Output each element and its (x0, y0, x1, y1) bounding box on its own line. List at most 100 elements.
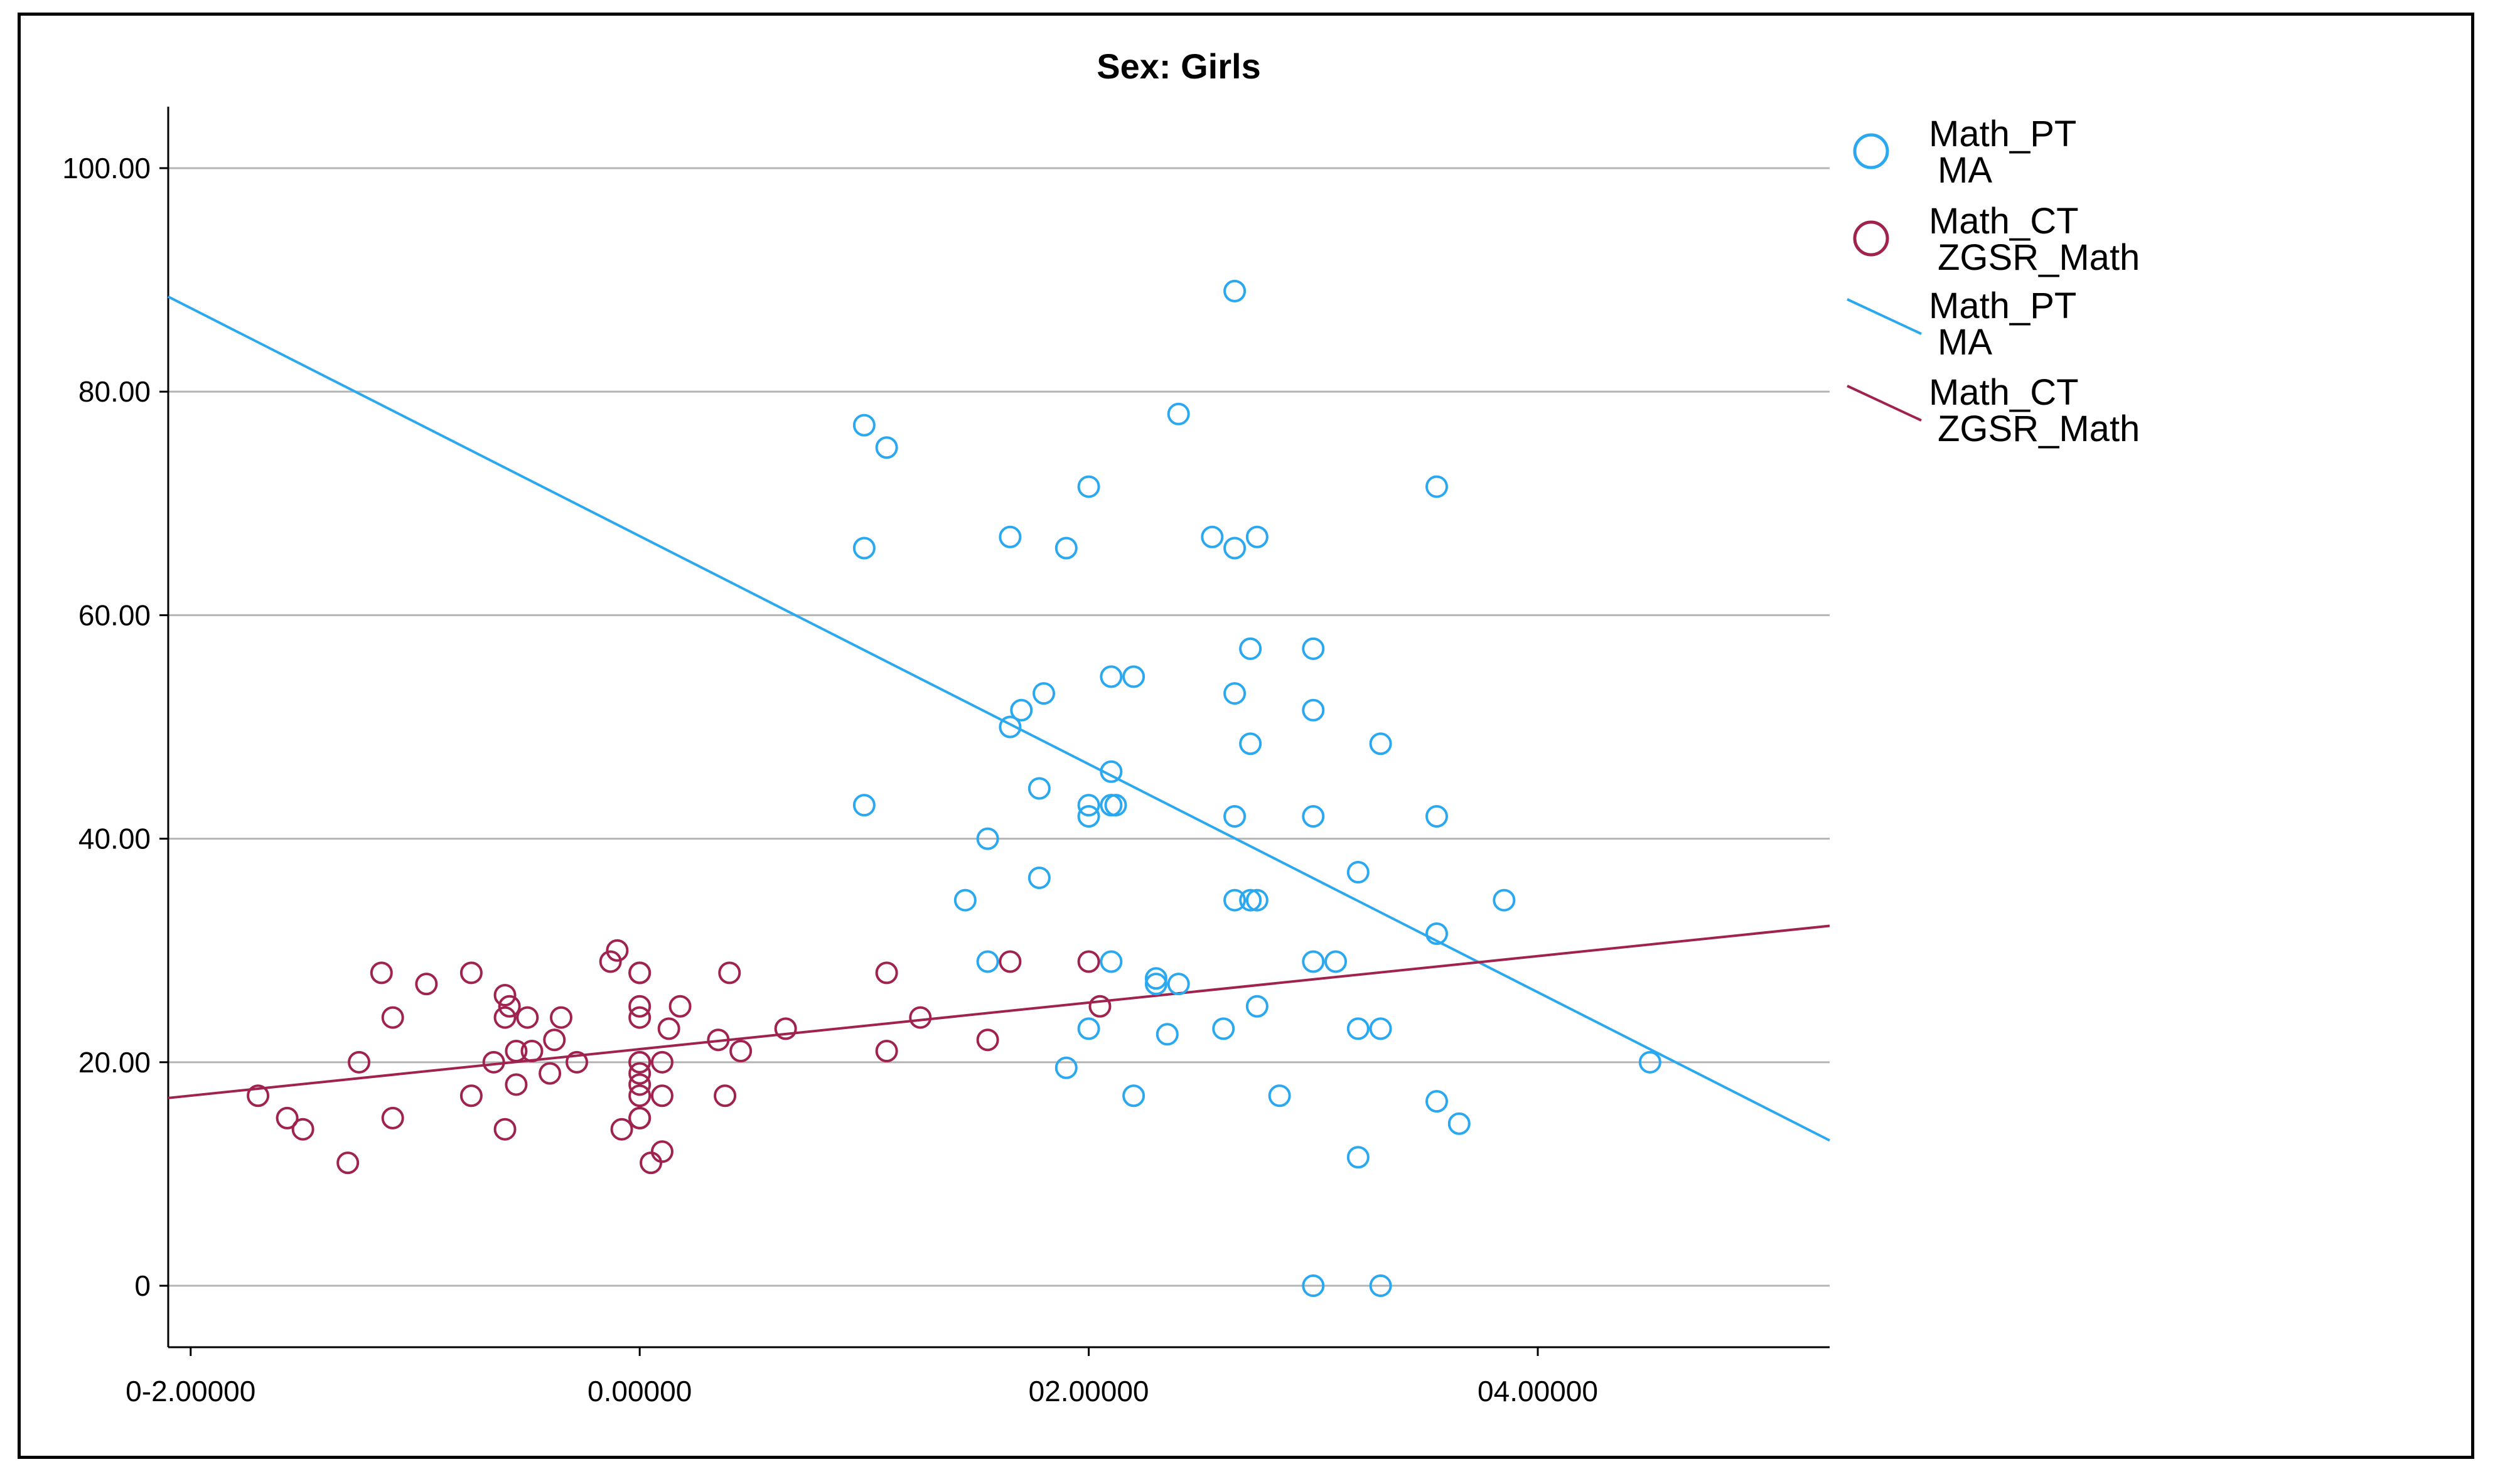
series-0-point-41 (1425, 922, 1449, 945)
legend-marker-0 (1853, 133, 1889, 169)
series-0-point-51 (1156, 1023, 1179, 1046)
series-1-point-44 (707, 1028, 730, 1052)
series-1-point-14 (498, 995, 521, 1018)
series-0-point-60 (1346, 1146, 1370, 1169)
series-1-point-55 (1088, 995, 1112, 1018)
series-0-point-55 (1054, 1056, 1078, 1079)
series-1-point-54 (1077, 950, 1100, 973)
x-tick-label-0: 0-2.00000 (126, 1375, 255, 1407)
series-1-point-35 (628, 1084, 652, 1108)
chart-title: Sex: Girls (1097, 46, 1260, 86)
series-0-point-39 (1346, 861, 1370, 884)
legend-line-3 (1847, 385, 1922, 422)
series-1-point-43 (668, 995, 692, 1018)
series-0-point-58 (1425, 1090, 1449, 1113)
series-1-point-37 (628, 1106, 652, 1129)
series-0-point-17 (999, 715, 1022, 739)
series-0-point-50 (1077, 1017, 1100, 1040)
series-1-point-11 (482, 1050, 505, 1074)
fit-line-1 (168, 924, 1830, 1099)
series-1-point-17 (493, 1118, 517, 1141)
series-1-point-20 (539, 1062, 562, 1085)
series-0-point-53 (1346, 1017, 1370, 1040)
series-0-point-44 (1144, 967, 1167, 990)
series-0-point-63 (1369, 1274, 1392, 1298)
legend-label-2-line-1: Math_PT (1929, 286, 2076, 326)
series-0-point-7 (999, 525, 1022, 548)
series-0-point-23 (1369, 732, 1392, 755)
series-0-point-8 (1054, 536, 1078, 560)
series-1-point-42 (657, 1017, 680, 1040)
series-1-point-49 (875, 961, 898, 985)
series-0-point-20 (1302, 637, 1325, 660)
series-0-point-49 (1245, 995, 1269, 1018)
series-1-point-7 (381, 1106, 404, 1129)
series-1-point-28 (628, 961, 652, 985)
y-tick-label-2: 40.00 (78, 823, 151, 855)
legend-label-0-line-1: Math_PT (1929, 114, 2076, 154)
fit-lines (168, 296, 1830, 1142)
series-0-point-36 (1223, 889, 1247, 912)
y-tick-label-4: 80.00 (78, 375, 151, 408)
legend-label-1-line-1: Math_CT (1929, 201, 2079, 242)
data-points (247, 279, 1661, 1298)
series-0-point-37 (1239, 889, 1262, 912)
y-tick-label-0: 0 (134, 1269, 151, 1302)
series-1-point-34 (628, 1073, 652, 1096)
series-1-point-8 (415, 973, 438, 996)
series-0-point-4 (1077, 475, 1100, 498)
series-0-point-11 (1245, 525, 1269, 548)
series-0-point-14 (1122, 665, 1145, 688)
series-0-point-29 (1077, 804, 1100, 828)
legend: Math_PTMAMath_CTZGSR_MathMath_PTMAMath_C… (1847, 114, 2140, 449)
series-0-point-5 (1167, 402, 1190, 425)
series-0-point-2 (852, 536, 876, 560)
series-1-point-45 (714, 1084, 737, 1108)
y-tick-label-3: 60.00 (78, 599, 151, 631)
series-1-point-13 (493, 1006, 517, 1029)
series-1-point-0 (247, 1084, 270, 1108)
series-1-point-29 (628, 995, 652, 1018)
series-0-point-13 (1100, 665, 1123, 688)
series-1-point-9 (459, 961, 483, 985)
series-1-point-25 (606, 939, 629, 962)
series-1-point-1 (276, 1106, 299, 1129)
series-1-point-39 (650, 1140, 673, 1163)
series-0-point-59 (1447, 1112, 1471, 1135)
series-1-point-10 (459, 1084, 483, 1108)
fit-line-0 (168, 296, 1830, 1142)
series-0-point-19 (1239, 637, 1262, 660)
series-1-point-2 (291, 1118, 314, 1141)
series-0-point-38 (1245, 889, 1269, 912)
y-tick-label-1: 20.00 (78, 1046, 151, 1079)
series-0-point-16 (1010, 698, 1033, 722)
scatter-chart: Sex: Girls 0 20.00 40.00 60.00 80.00 100.00 0… (21, 16, 2471, 1456)
series-1-point-4 (348, 1050, 371, 1074)
series-1-point-15 (505, 1040, 528, 1063)
x-tick-label-2: 02.00000 (1029, 1375, 1149, 1407)
series-0-point-57 (1268, 1084, 1291, 1108)
legend-label-3-line-1: Math_CT (1929, 372, 2079, 413)
series-0-point-12 (1425, 475, 1449, 498)
series-0-point-18 (1223, 682, 1247, 705)
series-0-point-47 (1302, 950, 1325, 973)
series-0-point-21 (1302, 698, 1325, 722)
series-1-point-18 (516, 1006, 539, 1029)
series-1-point-51 (909, 1006, 932, 1029)
series-1-point-33 (628, 1062, 652, 1085)
series-0-point-34 (1027, 866, 1051, 889)
series-0-point-15 (1033, 682, 1056, 705)
legend-line-2 (1847, 298, 1922, 335)
series-0-point-3 (852, 794, 876, 817)
series-0-point-31 (1302, 804, 1325, 828)
series-1-point-48 (774, 1017, 797, 1040)
series-1-point-40 (650, 1084, 673, 1108)
series-0-point-9 (1201, 525, 1224, 548)
series-0-point-0 (852, 414, 876, 437)
series-0-point-22 (1239, 732, 1262, 755)
chart-frame: Sex: Girls 0 20.00 40.00 60.00 80.00 100.00 0… (18, 13, 2474, 1459)
series-0-point-10 (1223, 536, 1247, 560)
series-0-point-24 (1100, 760, 1123, 783)
axes (159, 107, 1830, 1356)
series-0-point-26 (1077, 794, 1100, 817)
